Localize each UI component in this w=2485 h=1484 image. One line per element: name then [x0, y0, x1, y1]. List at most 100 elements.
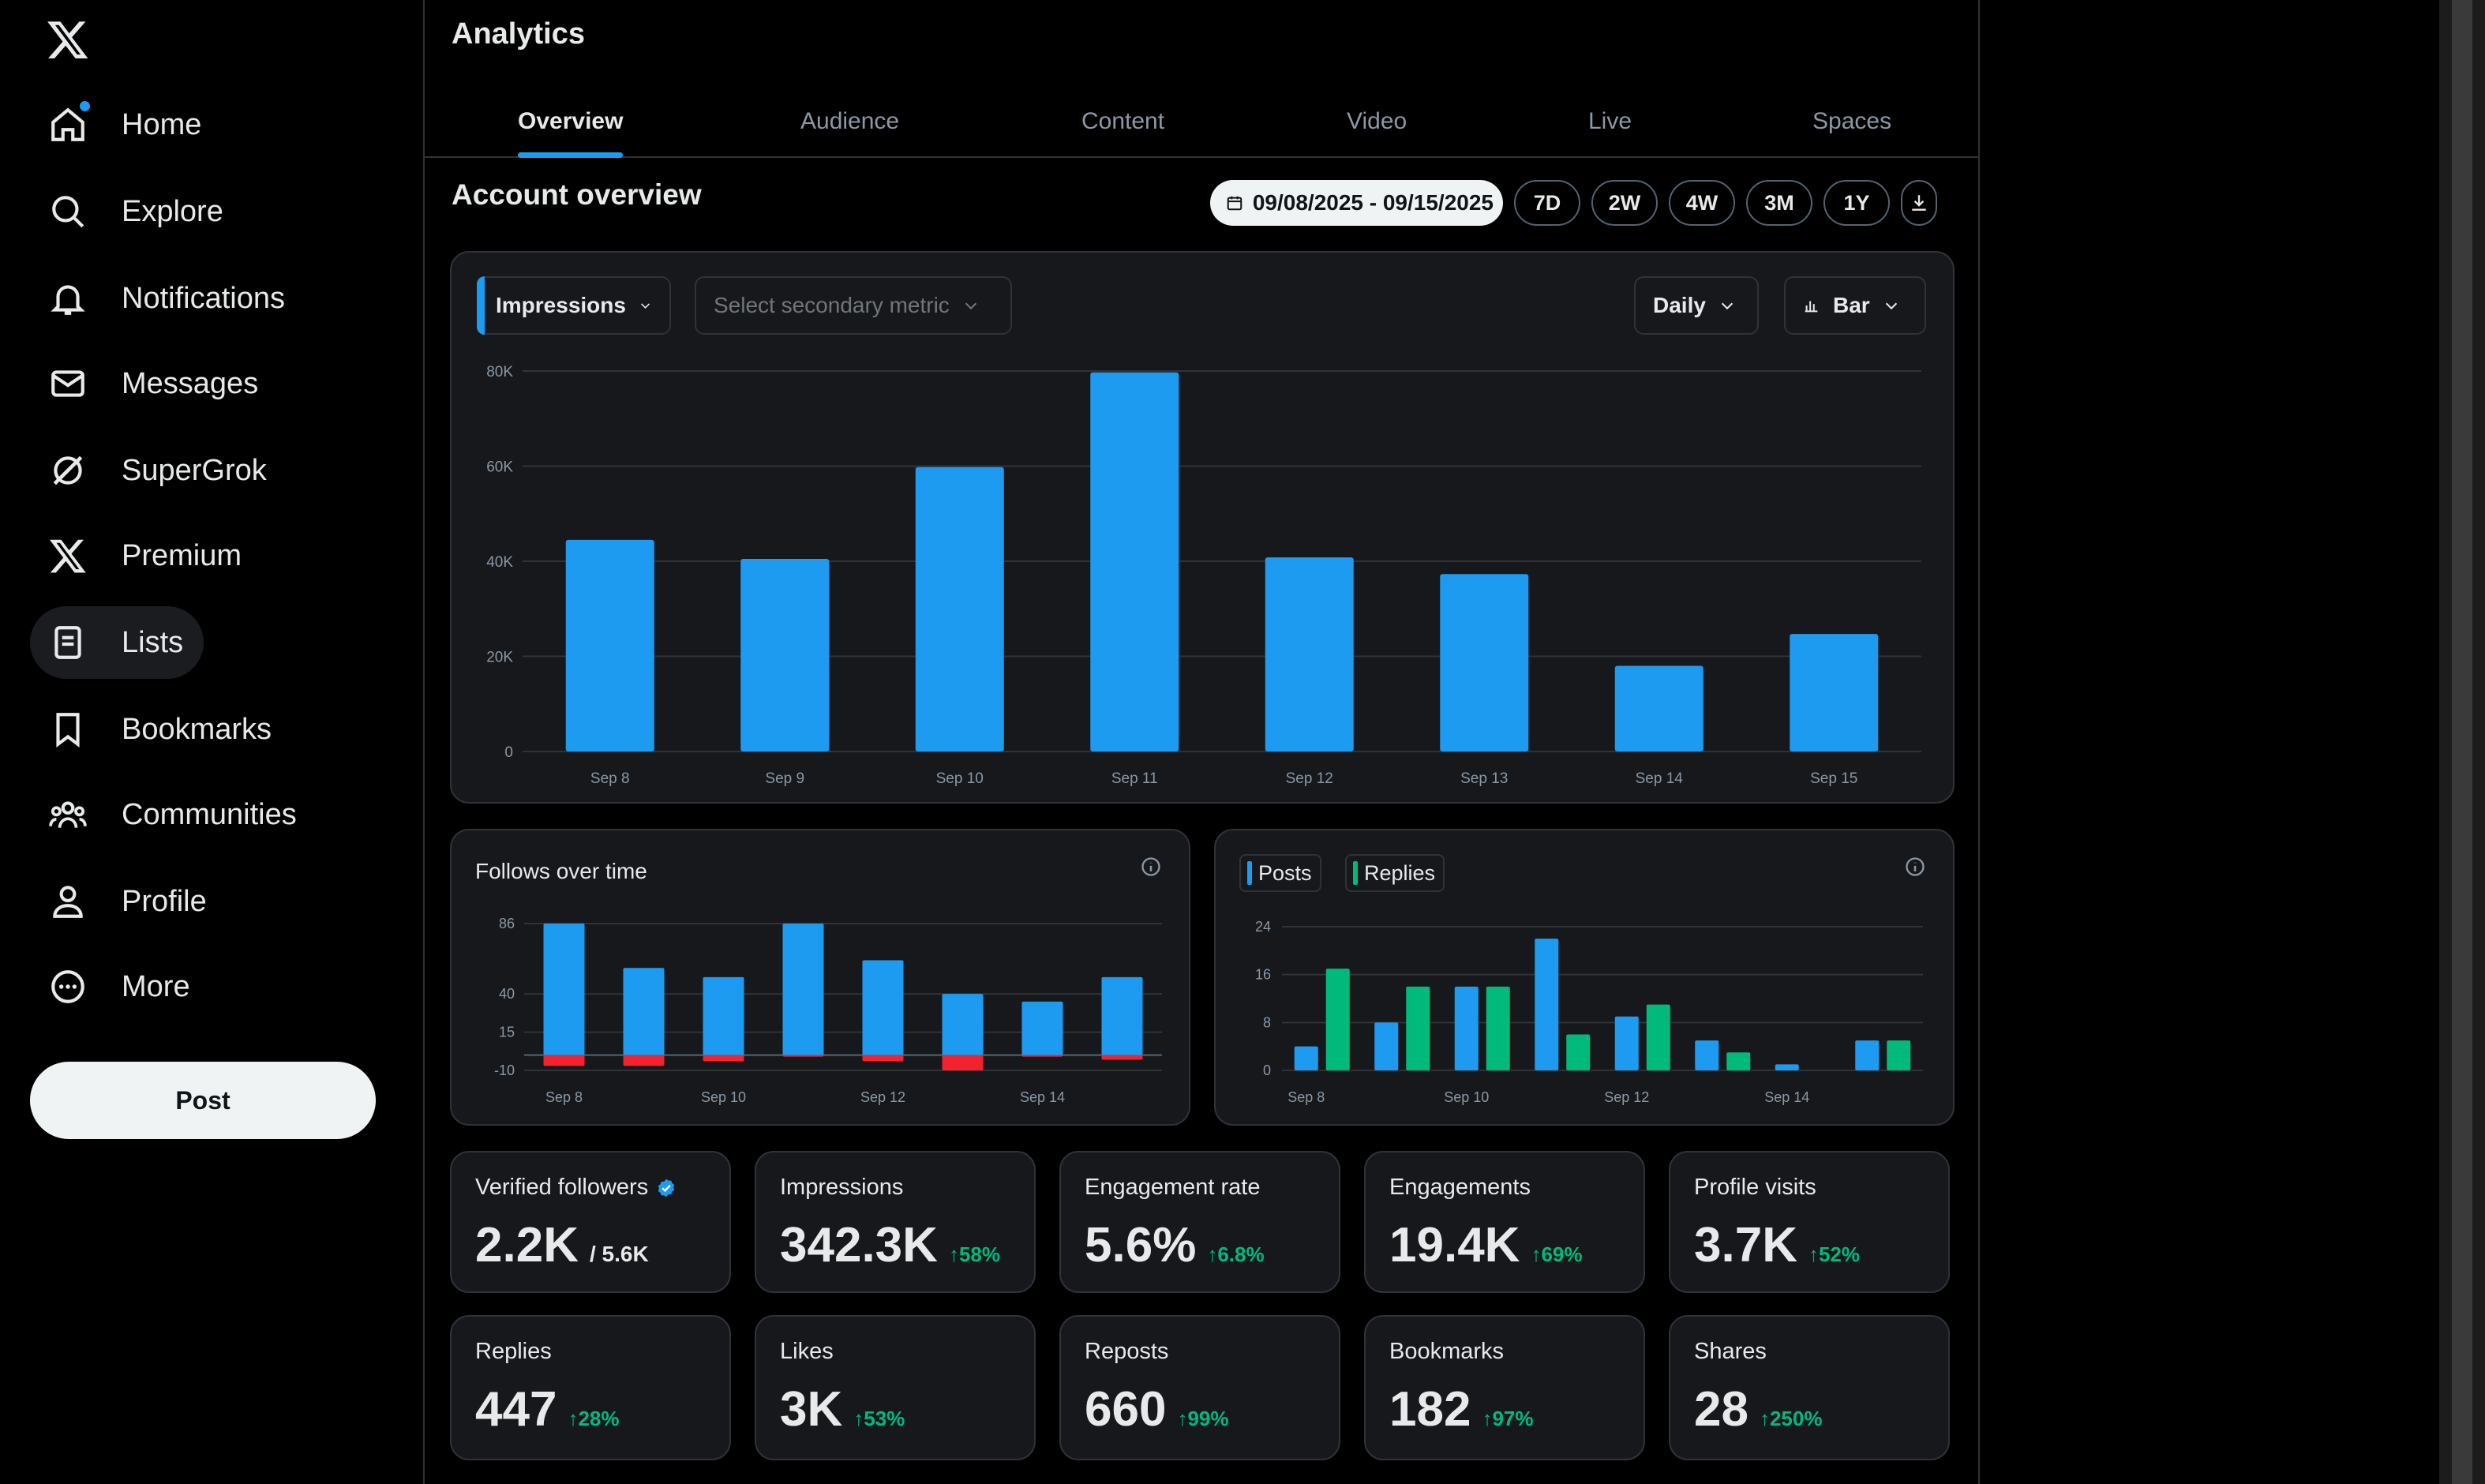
stat-label: Verified followers [475, 1175, 649, 1200]
x-tick-label: Sep 10 [1444, 1089, 1489, 1105]
stat-delta: ↑69% [1531, 1242, 1583, 1266]
tab-live[interactable]: Live [1588, 87, 1632, 156]
stat-value-row: 342.3K ↑58% [780, 1217, 1000, 1273]
sidebar-item-notifications[interactable]: Notifications [30, 262, 305, 335]
stat-value: 28 [1694, 1382, 1748, 1437]
sidebar-item-lists[interactable]: Lists [30, 606, 204, 679]
x-tick-label: Sep 14 [1020, 1089, 1065, 1105]
tab-overview[interactable]: Overview [518, 87, 624, 158]
stat-card-shares[interactable]: Shares 28 ↑250% [1669, 1315, 1950, 1460]
bar-sep-8 [565, 539, 654, 751]
range-2w-button[interactable]: 2W [1591, 180, 1658, 226]
sidebar-item-premium[interactable]: Premium [30, 519, 262, 592]
y-tick-label: 60K [486, 459, 513, 476]
download-button[interactable] [1901, 180, 1937, 226]
secondary-metric-dropdown[interactable]: Select secondary metric [695, 276, 1012, 335]
stat-card-replies[interactable]: Replies 447 ↑28% [450, 1315, 731, 1460]
range-3m-button[interactable]: 3M [1746, 180, 1812, 226]
date-range-controls: 09/08/2025 - 09/15/2025 7D 2W 4W 3M 1Y [1209, 180, 1937, 226]
sidebar-item-explore[interactable]: Explore [30, 175, 244, 248]
analytics-tabs: Overview Audience Content Video Live Spa… [425, 87, 1978, 158]
interval-dropdown[interactable]: Daily [1634, 276, 1759, 335]
stat-delta-value: 69% [1541, 1242, 1583, 1266]
chevron-down-icon [1721, 302, 1734, 310]
mail-icon [47, 363, 88, 404]
follows-bar-chart: 86 40 15 -10 Sep 8 Sep 10 Sep 12 Sep 14 [494, 916, 1162, 1105]
search-icon [47, 191, 88, 232]
x-tick-label: Sep 11 [1111, 770, 1158, 787]
date-range-button[interactable]: 09/08/2025 - 09/15/2025 [1209, 180, 1503, 226]
chart-type-dropdown[interactable]: Bar [1784, 276, 1926, 335]
stat-card-verified-followers[interactable]: Verified followers 2.2K / 5.6K [450, 1151, 731, 1293]
y-tick-label: 0 [504, 744, 513, 761]
stat-delta-value: 58% [958, 1242, 1000, 1266]
page-scrollbar[interactable] [2439, 0, 2485, 1484]
sidebar-item-profile[interactable]: Profile [30, 865, 227, 938]
metric-color-bar [477, 276, 485, 335]
notification-dot [80, 101, 90, 111]
info-icon[interactable] [1904, 856, 1926, 878]
x-tick-label: Sep 10 [936, 770, 984, 787]
stat-value-row: 447 ↑28% [475, 1381, 620, 1437]
scrollbar-thumb[interactable] [2452, 0, 2472, 1484]
stat-label: Impressions [780, 1175, 904, 1200]
legend-posts[interactable]: Posts [1239, 854, 1321, 892]
x-logo-icon[interactable] [46, 17, 90, 62]
tab-spaces[interactable]: Spaces [1812, 87, 1891, 156]
gain-bar [862, 960, 904, 1055]
x-tick-label: Sep 14 [1764, 1089, 1809, 1105]
impressions-chart-card: Impressions Select secondary metric Dail… [450, 251, 1955, 804]
bar-chart-icon [1805, 301, 1818, 313]
legend-replies[interactable]: Replies [1345, 854, 1445, 892]
y-tick-label: 20K [486, 650, 513, 666]
stat-delta-value: 97% [1492, 1407, 1534, 1430]
sidebar-item-bookmarks[interactable]: Bookmarks [30, 693, 292, 766]
info-icon[interactable] [1140, 856, 1162, 878]
more-circle-icon [47, 966, 88, 1007]
x-tick-label: Sep 8 [1287, 1089, 1325, 1105]
sidebar-item-label: Messages [122, 366, 259, 400]
legend-swatch [1353, 861, 1358, 885]
range-7d-button[interactable]: 7D [1514, 180, 1580, 226]
replies-bar [1646, 1004, 1670, 1070]
stat-card-bookmarks[interactable]: Bookmarks 182 ↑97% [1364, 1315, 1645, 1460]
stat-delta: ↑250% [1759, 1407, 1823, 1430]
sidebar-item-communities[interactable]: Communities [30, 778, 317, 851]
sidebar-item-supergrok[interactable]: SuperGrok [30, 434, 287, 507]
loss-bar [862, 1055, 904, 1062]
post-button[interactable]: Post [30, 1062, 376, 1139]
x-logo-icon [47, 535, 88, 576]
stat-card-impressions[interactable]: Impressions 342.3K ↑58% [755, 1151, 1036, 1293]
list-icon [47, 622, 88, 663]
stat-sub: / 5.6K [589, 1242, 649, 1266]
tab-video[interactable]: Video [1347, 87, 1407, 156]
stat-card-profile-visits[interactable]: Profile visits 3.7K ↑52% [1669, 1151, 1950, 1293]
stat-card-engagements[interactable]: Engagements 19.4K ↑69% [1364, 1151, 1645, 1293]
posts-replies-bar-chart: 0 8 16 24 Sep 8 Sep 10 Sep 12 Sep 14 [1255, 919, 1923, 1105]
loss-bar [1101, 1055, 1143, 1060]
stat-card-reposts[interactable]: Reposts 660 ↑99% [1059, 1315, 1340, 1460]
stat-value-row: 660 ↑99% [1085, 1381, 1229, 1437]
gain-bar [1021, 1001, 1063, 1055]
x-tick-label: Sep 12 [1604, 1089, 1649, 1105]
range-4w-button[interactable]: 4W [1669, 180, 1735, 226]
sidebar-item-label: Notifications [122, 281, 285, 315]
sidebar-item-more[interactable]: More [30, 950, 211, 1023]
replies-bar [1726, 1052, 1751, 1070]
tab-content[interactable]: Content [1081, 87, 1164, 156]
stat-card-likes[interactable]: Likes 3K ↑53% [755, 1315, 1036, 1460]
stat-value-row: 5.6% ↑6.8% [1085, 1217, 1265, 1273]
stat-value: 2.2K [475, 1218, 579, 1272]
y-tick-label: 16 [1255, 967, 1271, 983]
stat-delta-value: 52% [1818, 1242, 1861, 1266]
sidebar-item-messages[interactable]: Messages [30, 347, 279, 420]
range-1y-button[interactable]: 1Y [1823, 180, 1890, 226]
bar-sep-14 [1614, 665, 1704, 751]
stat-card-engagement-rate[interactable]: Engagement rate 5.6% ↑6.8% [1059, 1151, 1340, 1293]
primary-metric-dropdown[interactable]: Impressions [477, 276, 671, 335]
sidebar-item-home[interactable]: Home [30, 88, 222, 161]
tab-audience[interactable]: Audience [800, 87, 899, 156]
tab-label: Video [1347, 108, 1407, 134]
sidebar-item-label: Bookmarks [122, 712, 272, 746]
stat-label-row: Verified followers [475, 1175, 677, 1201]
